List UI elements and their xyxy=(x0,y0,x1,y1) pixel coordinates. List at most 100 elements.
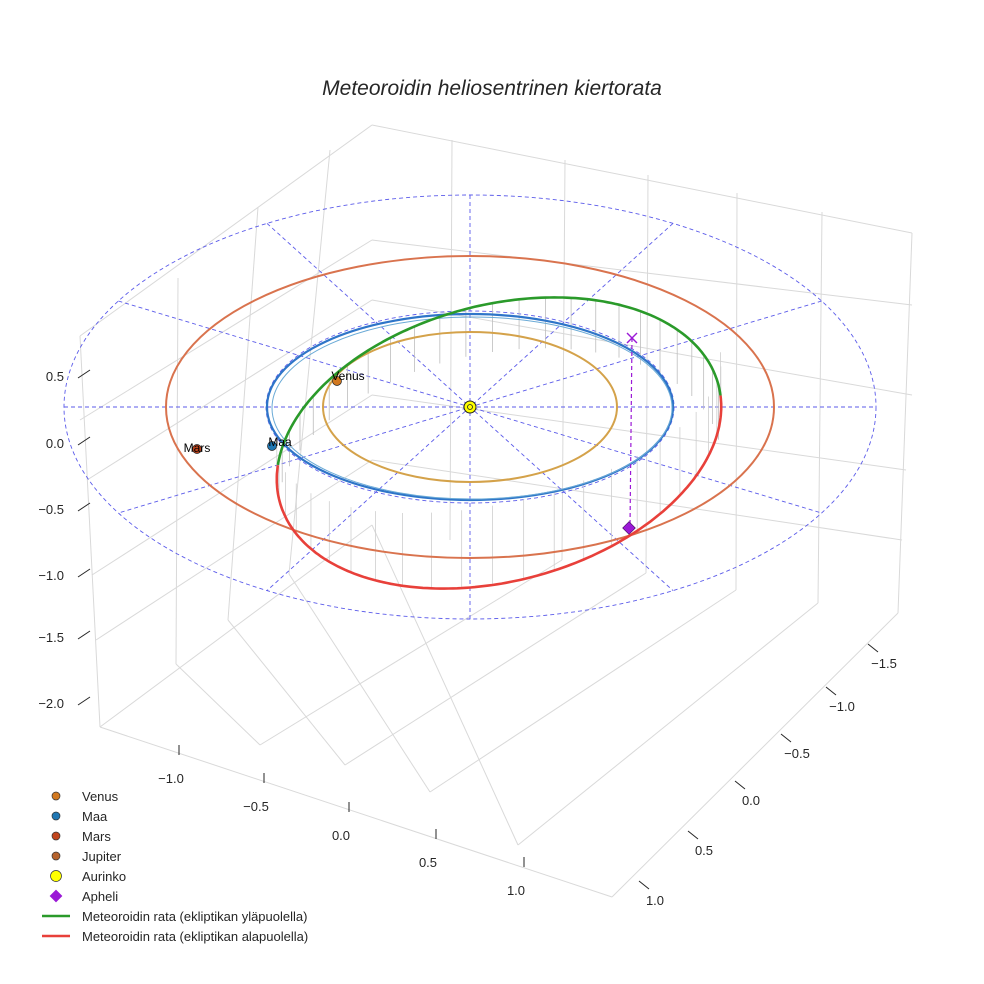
y-tick-mark xyxy=(867,643,879,653)
legend-item: Aurinko xyxy=(38,866,308,886)
z-tick-mark xyxy=(77,568,91,578)
back-wall-gridline xyxy=(288,149,331,575)
back-wall-gridline xyxy=(645,174,649,574)
floor-gridline xyxy=(259,559,563,746)
legend-label: Meteoroidin rata (ekliptikan yläpuolella… xyxy=(82,908,308,924)
legend-diamond xyxy=(49,889,63,903)
wall-gridline xyxy=(371,299,913,396)
wall-edge xyxy=(897,232,913,614)
back-wall-gridline xyxy=(561,159,566,561)
wall-gridline xyxy=(91,394,373,576)
axis-ticks: 0.5 0.0 −0.5 −1.0 −1.5 −2.0 −1.0 −0.5 0.0 0.5 1.0 −… xyxy=(38,369,897,908)
markers: Venus Maa Mars xyxy=(184,332,638,535)
y-tick-label: 0.5 xyxy=(695,843,713,858)
wall-edge xyxy=(79,335,101,728)
z-tick-label: −1.5 xyxy=(38,630,64,645)
y-tick-label: 1.0 xyxy=(646,893,664,908)
legend-swatch xyxy=(38,826,74,846)
wall-edge xyxy=(79,124,373,337)
aphelion-marker xyxy=(622,521,636,535)
legend-item: Apheli xyxy=(38,886,308,906)
y-tick-mark xyxy=(687,830,699,840)
wall-gridline xyxy=(86,299,373,481)
y-tick-mark xyxy=(825,686,837,696)
y-tick-mark xyxy=(638,880,650,890)
floor-edge xyxy=(611,612,899,898)
z-tick-mark xyxy=(77,630,91,640)
wall-edge xyxy=(371,124,913,234)
back-wall-gridline xyxy=(817,211,823,604)
z-tick-mark xyxy=(77,696,91,706)
legend-dot xyxy=(51,831,61,841)
legend-dot xyxy=(51,851,61,861)
z-tick-label: −0.5 xyxy=(38,502,64,517)
z-tick-mark xyxy=(77,369,91,379)
planet-marker-maa xyxy=(267,441,277,451)
floor-gridline xyxy=(344,572,647,766)
orbit-maa-shadow xyxy=(271,316,673,500)
legend-swatch xyxy=(38,846,74,866)
legend-item: Meteoroidin rata (ekliptikan yläpuolella… xyxy=(38,906,308,926)
z-tick-label: 0.0 xyxy=(46,436,64,451)
y-tick-label: −1.5 xyxy=(871,656,897,671)
legend-label: Meteoroidin rata (ekliptikan alapuolella… xyxy=(82,928,309,944)
planet-label-mars: Mars xyxy=(184,441,211,455)
back-wall-gridline xyxy=(227,206,259,621)
back-wall-gridline xyxy=(175,277,179,665)
floor-gridline xyxy=(288,573,431,793)
z-tick-label: 0.5 xyxy=(46,369,64,384)
legend-dot xyxy=(50,870,62,882)
floor-gridline xyxy=(227,619,346,766)
planet-label-venus: Venus xyxy=(331,369,364,383)
legend-swatch xyxy=(38,806,74,826)
legend-swatch xyxy=(38,866,74,886)
legend: Venus Maa Mars Jupiter Aurinko Apheli Meteoroi… xyxy=(38,786,308,946)
floor-gridline xyxy=(175,663,261,746)
aphelion-projection-marker xyxy=(626,332,638,344)
z-tick-mark xyxy=(77,502,91,512)
meteoroid-orbit xyxy=(275,296,723,590)
aphelion-projection-line xyxy=(629,337,633,528)
sun-marker xyxy=(463,400,477,414)
orbit-maa xyxy=(265,312,675,502)
legend-item: Mars xyxy=(38,826,308,846)
wall-gridline xyxy=(95,459,373,641)
wall-gridline xyxy=(371,394,907,471)
legend-label: Apheli xyxy=(82,888,119,904)
y-tick-label: −0.5 xyxy=(784,746,810,761)
back-wall-gridline xyxy=(449,139,453,541)
meteoroid-orbit-below xyxy=(275,395,723,590)
wall-gridline xyxy=(371,239,913,306)
x-tick-label: 0.0 xyxy=(332,828,350,843)
legend-item: Maa xyxy=(38,806,308,826)
legend-label: Venus xyxy=(82,788,119,804)
x-tick-label: −0.5 xyxy=(243,799,269,814)
planet-label-maa: Maa xyxy=(268,435,292,449)
legend-swatch xyxy=(38,886,74,906)
floor-gridline xyxy=(99,524,373,728)
back-wall-gridline xyxy=(735,192,738,591)
orbit-venus xyxy=(322,331,618,483)
floor-gridline xyxy=(371,524,519,846)
wall-gridline xyxy=(79,239,373,421)
floor-gridline xyxy=(517,602,819,846)
axis-grid xyxy=(79,124,913,898)
sun-marker-core xyxy=(467,404,473,410)
legend-swatch xyxy=(38,926,74,946)
y-tick-mark xyxy=(780,733,792,743)
legend-label: Jupiter xyxy=(82,848,122,864)
chart-title: Meteoroidin heliosentrinen kiertorata xyxy=(322,77,662,100)
legend-item: Meteoroidin rata (ekliptikan alapuolella… xyxy=(38,926,308,946)
z-tick-label: −1.0 xyxy=(38,568,64,583)
orbit-mars xyxy=(165,255,775,559)
legend-label: Aurinko xyxy=(82,868,127,884)
legend-dot xyxy=(51,811,61,821)
legend-item: Jupiter xyxy=(38,846,308,866)
x-tick-label: 1.0 xyxy=(507,883,525,898)
y-tick-label: −1.0 xyxy=(829,699,855,714)
y-tick-label: 0.0 xyxy=(742,793,760,808)
legend-swatch xyxy=(38,906,74,926)
legend-dot xyxy=(51,791,61,801)
y-tick-mark xyxy=(734,780,746,790)
